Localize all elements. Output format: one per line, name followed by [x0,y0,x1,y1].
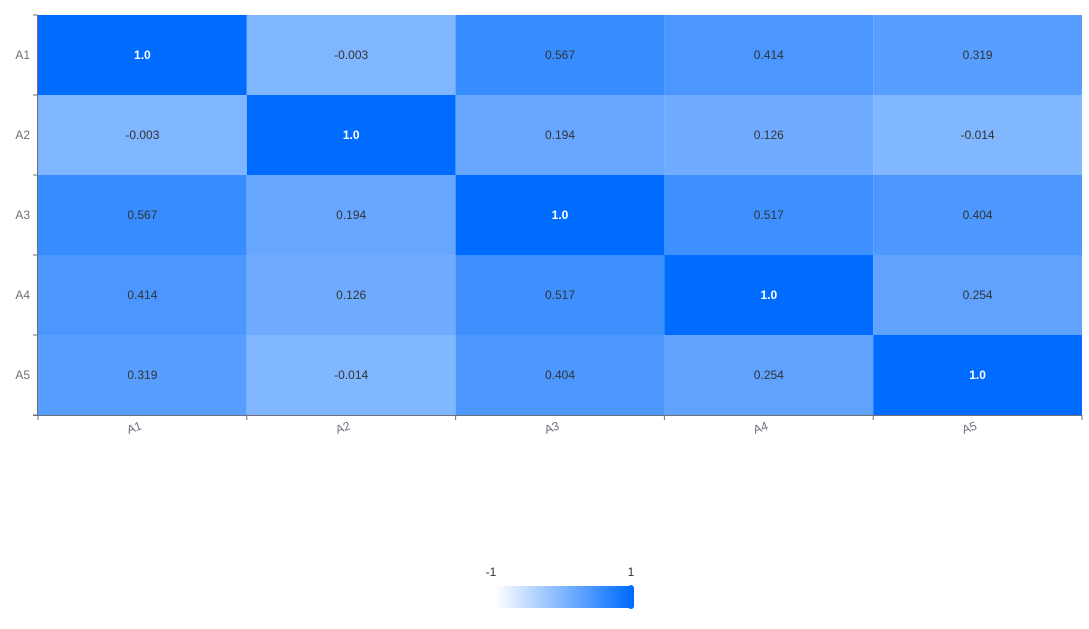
heatmap-cell-value-label: -0.003 [334,48,368,62]
heatmap-cell-a5-a4[interactable] [664,335,874,415]
x-axis-label-a2: A2 [334,419,353,437]
heatmap-cell-value-label: -0.014 [961,128,995,142]
heatmap-cell-a5-a5[interactable] [873,335,1082,415]
x-axis-label-a4: A4 [751,419,770,437]
heatmap-cell-a3-a2[interactable] [246,175,456,255]
heatmap-cell-value-label: 0.567 [127,208,157,222]
heatmap-cell-value-label: 1.0 [552,208,569,222]
heatmap-cell-a1-a3[interactable] [455,15,665,95]
heatmap-cell-a1-a4[interactable] [664,15,874,95]
heatmap-cell-a3-a5[interactable] [873,175,1082,255]
heatmap-cell-value-label: 0.194 [545,128,575,142]
x-axis-label-a5: A5 [960,419,979,437]
heatmap-cell-value-label: 0.404 [963,208,993,222]
y-axis-label-a4: A4 [15,288,30,302]
heatmap-cells: 1.0 -0.003 0.567 0.414 0.319 -0.003 1.0 0.194 0.… [38,15,1082,415]
y-axis-label-a3: A3 [15,208,30,222]
visual-map-max-handle[interactable] [628,585,634,609]
heatmap-cell-a1-a2[interactable] [246,15,456,95]
heatmap-cell-a4-a2[interactable] [246,255,456,335]
x-axis-label-a3: A3 [542,419,561,437]
heatmap-cell-a5-a3[interactable] [455,335,665,415]
heatmap-cell-value-label: 0.517 [545,288,575,302]
heatmap-cell-value-label: 0.414 [754,48,784,62]
heatmap-cell-a2-a4[interactable] [664,95,874,175]
visual-map-max-label: 1 [628,565,635,579]
visual-map-legend: -1 1 [486,565,635,609]
heatmap-cell-value-label: 0.194 [336,208,366,222]
heatmap-cell-value-label: 0.254 [754,368,784,382]
heatmap-cell-a2-a1[interactable] [38,95,247,175]
visual-map-gradient-bar[interactable] [495,586,631,608]
heatmap-cell-a4-a4[interactable] [664,255,874,335]
heatmap-cell-value-label: 1.0 [134,48,151,62]
heatmap-cell-value-label: 0.567 [545,48,575,62]
heatmap-cell-a1-a1[interactable] [38,15,247,95]
heatmap-cell-a3-a3[interactable] [455,175,665,255]
x-axis-label-a1: A1 [125,419,144,437]
visual-map-min-label: -1 [486,565,497,579]
heatmap-cell-a3-a4[interactable] [664,175,874,255]
heatmap-cell-value-label: 0.414 [127,288,157,302]
heatmap-axes: A1 A2 A3 A4 A5 A1 A2 A3 A4 A5 [15,14,1083,437]
y-axis-label-a2: A2 [15,128,30,142]
y-axis-label-a1: A1 [15,48,30,62]
heatmap-cell-a4-a5[interactable] [873,255,1082,335]
y-axis-label-a5: A5 [15,368,30,382]
heatmap-cell-value-label: 1.0 [343,128,360,142]
heatmap-cell-a4-a1[interactable] [38,255,247,335]
heatmap-cell-value-label: 0.319 [963,48,993,62]
heatmap-cell-value-label: 0.404 [545,368,575,382]
heatmap-cell-a2-a3[interactable] [455,95,665,175]
heatmap-cell-value-label: 0.517 [754,208,784,222]
heatmap-cell-a4-a3[interactable] [455,255,665,335]
heatmap-cell-value-label: -0.003 [125,128,159,142]
heatmap-cell-a5-a2[interactable] [246,335,456,415]
heatmap-cell-value-label: 0.319 [127,368,157,382]
heatmap-cell-a2-a2[interactable] [246,95,456,175]
heatmap-cell-a3-a1[interactable] [38,175,247,255]
heatmap-cell-a5-a1[interactable] [38,335,247,415]
heatmap-cell-a2-a5[interactable] [873,95,1082,175]
heatmap-cell-a1-a5[interactable] [873,15,1082,95]
heatmap-cell-value-label: -0.014 [334,368,368,382]
heatmap-cell-value-label: 1.0 [760,288,777,302]
heatmap-cell-value-label: 0.126 [336,288,366,302]
heatmap-cell-value-label: 0.254 [963,288,993,302]
heatmap-cell-value-label: 0.126 [754,128,784,142]
heatmap-cell-value-label: 1.0 [969,368,986,382]
